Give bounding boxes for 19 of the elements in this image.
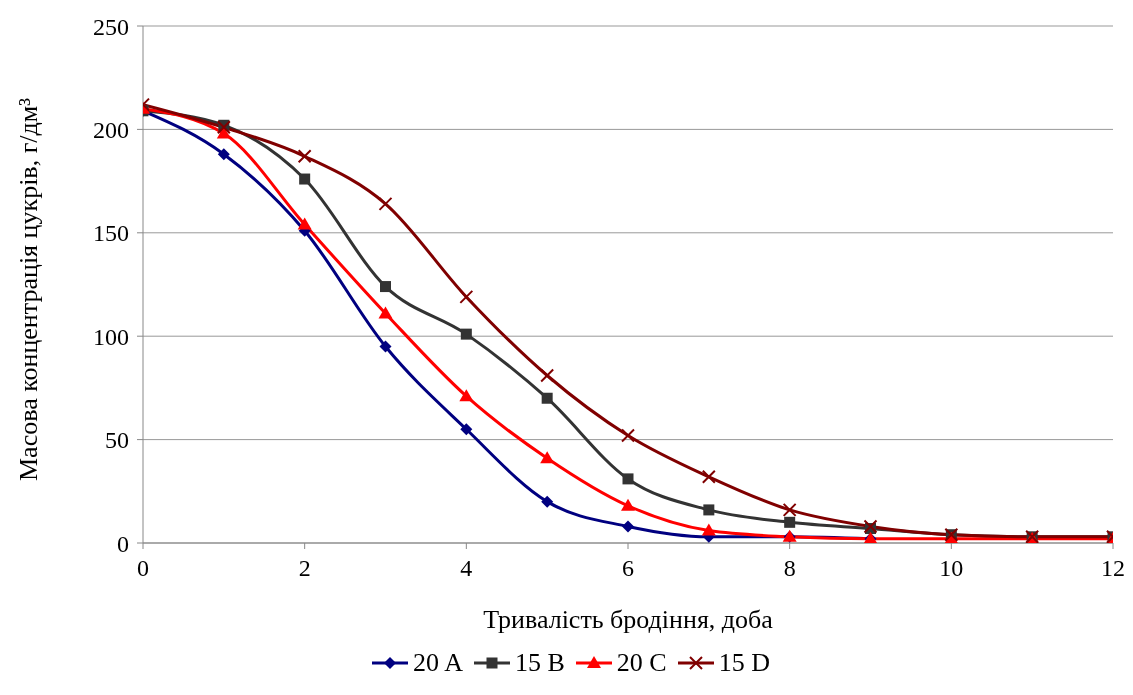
x-axis-title: Тривалість бродіння, доба [483,605,774,634]
legend-label: 15 B [514,648,565,678]
x-tick-label: 6 [622,555,634,582]
x-tick-label: 8 [783,555,796,582]
y-tick-label: 200 [93,116,129,143]
y-axis-title: Масова концентрація цукрів, г/дм³ [14,97,44,481]
x-tick-label: 0 [137,555,149,582]
legend-label: 15 D [718,648,770,678]
y-tick-label: 250 [93,13,129,40]
legend-label: 20 A [413,648,463,678]
y-tick-label: 150 [93,220,129,247]
x-tick-label: 10 [939,555,964,582]
y-tick-label: 100 [93,323,129,350]
x-tick-label: 4 [460,555,473,582]
x-tick-label: 2 [298,555,311,582]
y-tick-label: 50 [105,427,129,454]
x-tick-label: 12 [1101,555,1125,582]
legend-label: 20 C [616,648,667,678]
y-tick-label: 0 [117,530,129,557]
